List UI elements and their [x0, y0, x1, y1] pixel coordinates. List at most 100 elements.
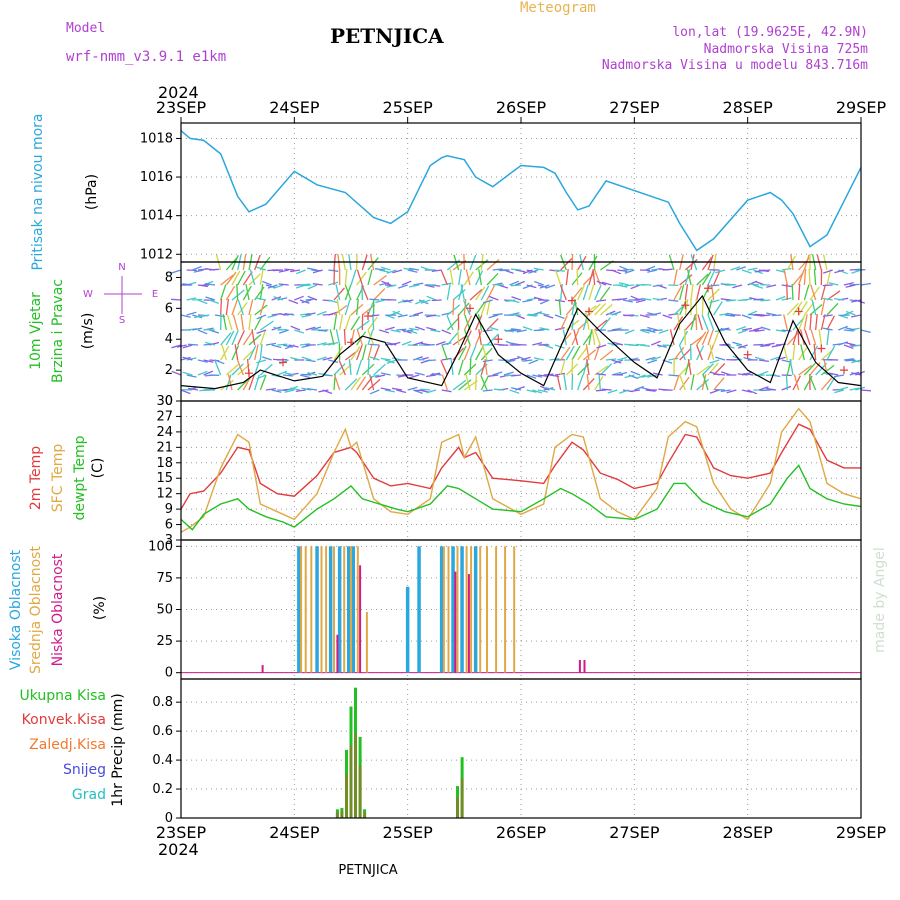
wind-vector [482, 299, 493, 304]
wind-vector [601, 388, 612, 391]
wind-vector [413, 311, 424, 316]
wind-vector [440, 360, 448, 376]
wind-vector [344, 284, 352, 301]
wind-vector [344, 378, 358, 391]
wind-vector [305, 312, 316, 316]
wind-vector [785, 373, 788, 391]
y-tick-label: 3 [165, 533, 173, 548]
wind-vector [845, 310, 856, 316]
wind-vector [254, 374, 260, 391]
wind-vector [273, 295, 284, 301]
wind-vector [186, 357, 197, 361]
wind-vector [820, 299, 826, 316]
wind-vector [754, 329, 765, 333]
wind-vector [732, 284, 743, 289]
wind-vector [820, 377, 833, 391]
wind-vector [726, 389, 737, 394]
wind-vector [701, 374, 707, 391]
wind-vector [272, 269, 284, 272]
wind-vector [686, 269, 692, 286]
wind-vector [511, 296, 522, 301]
wind-vector [679, 374, 686, 391]
wind-vector [766, 312, 777, 316]
wind-vector [301, 356, 312, 361]
wind-vector [679, 284, 685, 301]
wind-vector [282, 374, 293, 377]
wind-vector [171, 370, 182, 376]
wind-vector [594, 302, 607, 316]
wind-vector [622, 299, 633, 303]
y-tick-label: 0.6 [152, 724, 173, 739]
wind-vector [571, 345, 581, 361]
wind-vector [673, 285, 683, 301]
wind-vector [526, 314, 537, 317]
wind-vector [510, 268, 522, 271]
wind-vector [256, 297, 267, 301]
wind-vector [356, 331, 367, 346]
wind-vector [845, 342, 856, 346]
wind-vector [381, 280, 391, 286]
wind-vector [843, 281, 854, 286]
wind-vector [559, 284, 567, 301]
y-tick-label: 100 [148, 539, 173, 554]
sfc-axis-label: SFC Temp [50, 444, 66, 513]
wind-vector [503, 371, 514, 376]
wind-vector [493, 388, 505, 391]
wind-vector [413, 282, 424, 286]
wind-vector [792, 317, 805, 331]
wind-vector [486, 272, 499, 286]
page-title: PETNJICA [330, 24, 444, 48]
wind-vector [679, 348, 692, 361]
wind-vector [554, 344, 565, 349]
wind-vector [457, 328, 460, 346]
cloud-bar [583, 660, 586, 673]
wind-vector [696, 331, 707, 346]
wind-vector [441, 374, 448, 391]
wind-vector [301, 373, 312, 376]
wind-vector [426, 295, 437, 301]
cloud-unit-label: (%) [92, 596, 108, 620]
wind-vector [205, 296, 216, 301]
wind-vector [248, 299, 254, 316]
wind-vector [307, 284, 318, 290]
wind-vector [307, 387, 318, 391]
wind-vector [726, 312, 737, 316]
y-tick-label: 15 [156, 471, 173, 486]
wind-vector [560, 284, 563, 301]
dewpt-axis-label: dewpt Temp [72, 435, 88, 520]
wind-vector [505, 340, 516, 346]
wind-vector [677, 314, 681, 331]
wind-vector [786, 255, 796, 271]
wind-vector [634, 385, 644, 391]
wind-vector [350, 376, 362, 391]
wind-vector [420, 299, 431, 304]
wind-vector [408, 327, 420, 331]
wind-vector [328, 359, 339, 364]
wind-vector [679, 274, 693, 286]
wind-vector [486, 259, 500, 271]
wind-vector [668, 357, 679, 361]
wind-vector [747, 389, 758, 395]
y-tick-label: 0.8 [152, 695, 173, 710]
wind-vector [635, 343, 646, 346]
wind-vector [458, 269, 462, 286]
wind-vector [509, 280, 520, 286]
wind-vector [284, 389, 295, 393]
wind-vector [259, 363, 273, 376]
wind-vector [696, 344, 703, 361]
y-tick-label: 24 [156, 425, 173, 440]
wind-vector [420, 388, 431, 391]
wind-vector [272, 358, 284, 361]
wind-vector [367, 358, 370, 376]
wind-vector [710, 284, 715, 301]
wind-vector [781, 267, 792, 271]
cloud-high-axis-label: Visoka Oblacnost [8, 549, 24, 670]
wind-vector [820, 284, 827, 301]
wind-vector [480, 285, 490, 301]
wind-vector [709, 389, 720, 394]
wind-vector [533, 296, 544, 301]
wind-gust-marker [840, 366, 848, 375]
wind-vector [783, 314, 788, 331]
